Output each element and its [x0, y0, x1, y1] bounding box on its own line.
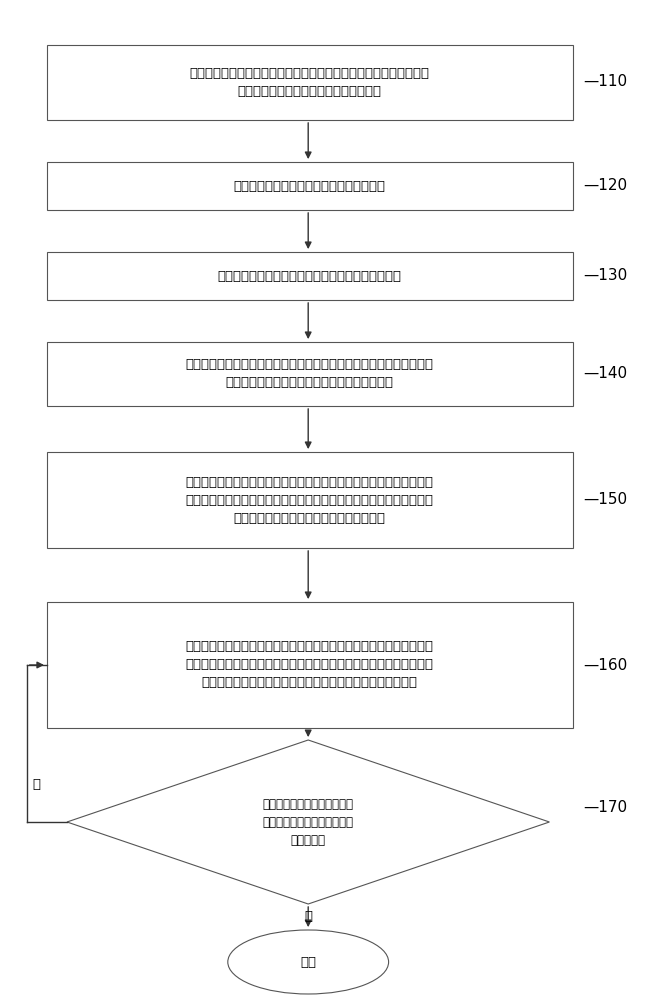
Text: —160: —160 [583, 658, 627, 672]
Text: —170: —170 [583, 800, 627, 816]
FancyBboxPatch shape [47, 162, 573, 210]
Text: 接收遥感图像时间序列样本，所接收的遥感图像时间序列样本包括未
分类标记的样本集和已分类标记的样本集: 接收遥感图像时间序列样本，所接收的遥感图像时间序列样本包括未 分类标记的样本集和… [190, 67, 430, 98]
Text: 是: 是 [304, 910, 312, 924]
Text: 结束: 结束 [300, 956, 316, 968]
Text: 已分类标记的样本的数量是否
已经达到预定的已分类标记的
样本的数量: 已分类标记的样本的数量是否 已经达到预定的已分类标记的 样本的数量 [263, 798, 354, 846]
Ellipse shape [228, 930, 389, 994]
FancyBboxPatch shape [47, 342, 573, 406]
Polygon shape [67, 740, 549, 904]
Text: 针对所述未分类标记的样本集中的每一个所述未分类标记的样本，确定
所述未分类标记的样本与哪个类别的中心之间的距离最近，并将所述未
分类标记的归入所确定的类别的候选: 针对所述未分类标记的样本集中的每一个所述未分类标记的样本，确定 所述未分类标记的… [186, 476, 434, 524]
Text: 否: 否 [33, 778, 41, 792]
Text: —130: —130 [583, 268, 627, 284]
FancyBboxPatch shape [47, 45, 573, 120]
FancyBboxPatch shape [47, 252, 573, 300]
Text: —120: —120 [583, 178, 627, 194]
Text: —110: —110 [583, 75, 627, 90]
FancyBboxPatch shape [47, 602, 573, 728]
FancyBboxPatch shape [47, 452, 573, 548]
Text: —150: —150 [583, 492, 627, 508]
Text: 计算已分类标记的时间序列样本集中的各类别的中心: 计算已分类标记的时间序列样本集中的各类别的中心 [218, 269, 402, 282]
Text: 对所接收的遥感图像时间序列样本进行滤波: 对所接收的遥感图像时间序列样本进行滤波 [234, 180, 386, 192]
Text: 在每一种类别的候选样本集中，选择与该类别的已分类标记的样本的区
别最大的候选样本；将所选择的候选样本正式归入该类别，并将所选择
的候选样本从未分类标记的样本集转: 在每一种类别的候选样本集中，选择与该类别的已分类标记的样本的区 别最大的候选样本… [186, 641, 434, 690]
Text: 针对未分类标记的时间序列样本集中的每一个未分类标记的样本，分别
计算该未分类标记的样本与各类别的中心的距离: 针对未分类标记的时间序列样本集中的每一个未分类标记的样本，分别 计算该未分类标记… [186, 359, 434, 389]
Text: —140: —140 [583, 366, 627, 381]
